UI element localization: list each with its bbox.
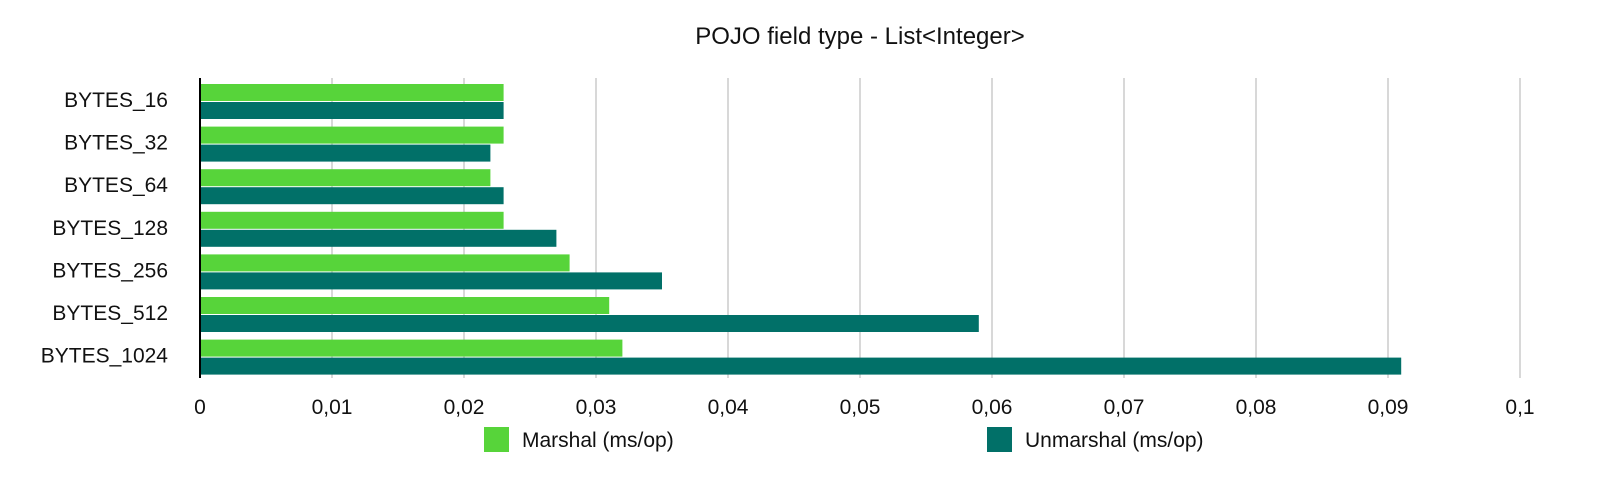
category-label: BYTES_16 — [64, 89, 168, 112]
x-tick-label: 0,1 — [1505, 396, 1534, 419]
legend-label-unmarshal: Unmarshal (ms/op) — [1025, 429, 1204, 452]
x-tick-label: 0 — [194, 396, 206, 419]
bar-marshal — [200, 297, 610, 314]
legend: Marshal (ms/op) Unmarshal (ms/op) — [484, 427, 1204, 452]
bar-marshal — [200, 126, 504, 144]
x-tick-label: 0,03 — [576, 396, 617, 419]
bar-unmarshal — [200, 102, 504, 119]
x-tick-label: 0,04 — [708, 396, 749, 419]
bar-unmarshal — [200, 144, 491, 162]
x-tick-label: 0,02 — [444, 396, 485, 419]
x-tick-label: 0,09 — [1368, 396, 1409, 419]
bar-unmarshal — [200, 315, 979, 332]
x-tick-label: 0,08 — [1236, 396, 1277, 419]
bar-marshal — [200, 339, 623, 357]
bar-marshal — [200, 169, 491, 187]
bar-unmarshal — [200, 187, 504, 205]
x-tick-label: 0,06 — [972, 396, 1013, 419]
chart-title: POJO field type - List<Integer> — [695, 23, 1025, 50]
category-label: BYTES_128 — [52, 217, 168, 240]
category-label: BYTES_1024 — [41, 345, 169, 368]
category-label: BYTES_512 — [52, 302, 168, 325]
bar-unmarshal — [200, 272, 662, 290]
x-tick-labels: 0 0,01 0,02 0,03 0,04 0,05 0,06 0,07 0,08 0,09 0,1 — [194, 396, 1534, 419]
x-tick-label: 0,01 — [312, 396, 353, 419]
x-tick-label: 0,05 — [840, 396, 881, 419]
legend-label-marshal: Marshal (ms/op) — [522, 429, 674, 452]
category-label: BYTES_256 — [52, 259, 168, 282]
legend-swatch-marshal — [484, 427, 509, 452]
bar-marshal — [200, 84, 504, 101]
category-labels: BYTES_16 BYTES_32 BYTES_64 BYTES_128 BYTES_2… — [41, 89, 169, 368]
bar-unmarshal — [200, 357, 1402, 375]
legend-swatch-unmarshal — [987, 427, 1012, 452]
bar-unmarshal — [200, 229, 557, 247]
bar-marshal — [200, 254, 570, 272]
bars — [200, 84, 1402, 375]
category-label: BYTES_64 — [64, 174, 168, 197]
category-label: BYTES_32 — [64, 132, 168, 155]
x-tick-label: 0,07 — [1104, 396, 1145, 419]
bar-marshal — [200, 211, 504, 229]
gridlines — [331, 78, 1521, 378]
